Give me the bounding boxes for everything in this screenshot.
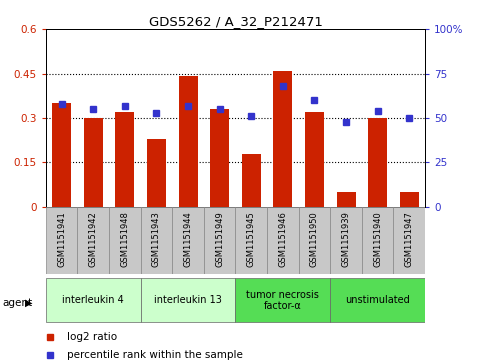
- Text: agent: agent: [2, 298, 32, 308]
- Bar: [298, 207, 330, 274]
- Title: GDS5262 / A_32_P212471: GDS5262 / A_32_P212471: [149, 15, 322, 28]
- Text: interleukin 4: interleukin 4: [62, 295, 124, 305]
- Bar: [400, 192, 419, 207]
- Bar: [337, 192, 355, 207]
- Text: percentile rank within the sample: percentile rank within the sample: [67, 350, 242, 360]
- Bar: [141, 278, 236, 322]
- Text: GSM1151949: GSM1151949: [215, 211, 224, 267]
- Bar: [368, 118, 387, 207]
- Text: GSM1151948: GSM1151948: [120, 211, 129, 267]
- Bar: [84, 118, 103, 207]
- Bar: [77, 207, 109, 274]
- Bar: [52, 103, 71, 207]
- Text: GSM1151947: GSM1151947: [405, 211, 414, 267]
- Bar: [147, 139, 166, 207]
- Text: GSM1151941: GSM1151941: [57, 211, 66, 267]
- Text: ▶: ▶: [25, 298, 33, 308]
- Bar: [115, 112, 134, 207]
- Text: GSM1151942: GSM1151942: [89, 211, 98, 267]
- Bar: [179, 77, 198, 207]
- Text: GSM1151946: GSM1151946: [278, 211, 287, 267]
- Bar: [330, 278, 425, 322]
- Bar: [172, 207, 204, 274]
- Bar: [362, 207, 394, 274]
- Bar: [305, 112, 324, 207]
- Bar: [204, 207, 236, 274]
- Text: tumor necrosis
factor-α: tumor necrosis factor-α: [246, 290, 319, 311]
- Text: GSM1151950: GSM1151950: [310, 211, 319, 267]
- Bar: [141, 207, 172, 274]
- Bar: [273, 70, 292, 207]
- Bar: [46, 207, 77, 274]
- Text: GSM1151939: GSM1151939: [341, 211, 351, 267]
- Bar: [394, 207, 425, 274]
- Text: GSM1151945: GSM1151945: [247, 211, 256, 267]
- Text: GSM1151940: GSM1151940: [373, 211, 382, 267]
- Text: GSM1151944: GSM1151944: [184, 211, 193, 267]
- Text: log2 ratio: log2 ratio: [67, 332, 117, 342]
- Text: GSM1151943: GSM1151943: [152, 211, 161, 267]
- Bar: [236, 278, 330, 322]
- Bar: [236, 207, 267, 274]
- Text: interleukin 13: interleukin 13: [154, 295, 222, 305]
- Bar: [330, 207, 362, 274]
- Bar: [210, 109, 229, 207]
- Text: unstimulated: unstimulated: [345, 295, 410, 305]
- Bar: [46, 278, 141, 322]
- Bar: [242, 154, 261, 207]
- Bar: [267, 207, 298, 274]
- Bar: [109, 207, 141, 274]
